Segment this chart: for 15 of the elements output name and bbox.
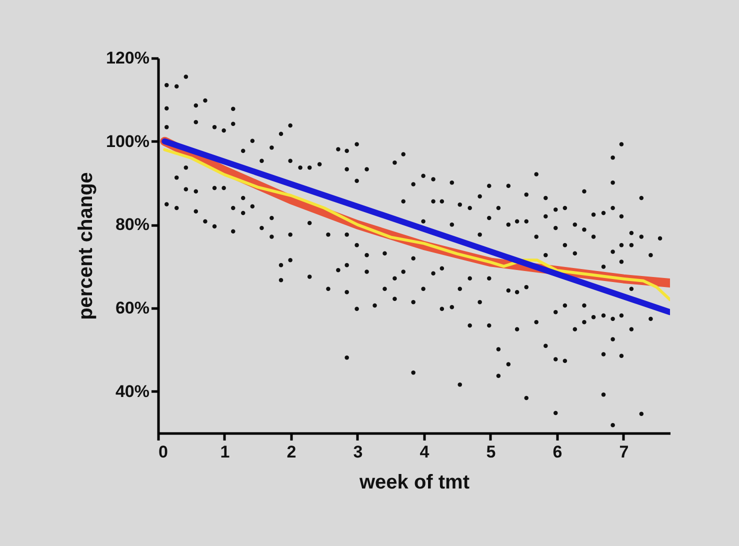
x-tick-label: 5: [486, 442, 496, 462]
x-tick-label: 1: [220, 442, 230, 462]
y-tick-label: 120%: [106, 48, 150, 68]
y-tick-label: 40%: [115, 382, 150, 401]
x-tick-label: 7: [619, 442, 629, 462]
x-tick-label: 6: [552, 442, 562, 462]
y-tick-label: 100%: [106, 132, 150, 151]
y-tick-label: 60%: [115, 298, 150, 318]
x-tick-label: 2: [286, 442, 296, 462]
y-axis-title: percent change: [75, 172, 98, 320]
x-tick-label: 4: [420, 442, 430, 462]
y-tick-label: 80%: [115, 215, 150, 234]
x-tick-label: 0: [158, 442, 168, 462]
x-axis-title: week of tmt: [358, 472, 470, 494]
x-tick-label: 3: [353, 442, 363, 462]
